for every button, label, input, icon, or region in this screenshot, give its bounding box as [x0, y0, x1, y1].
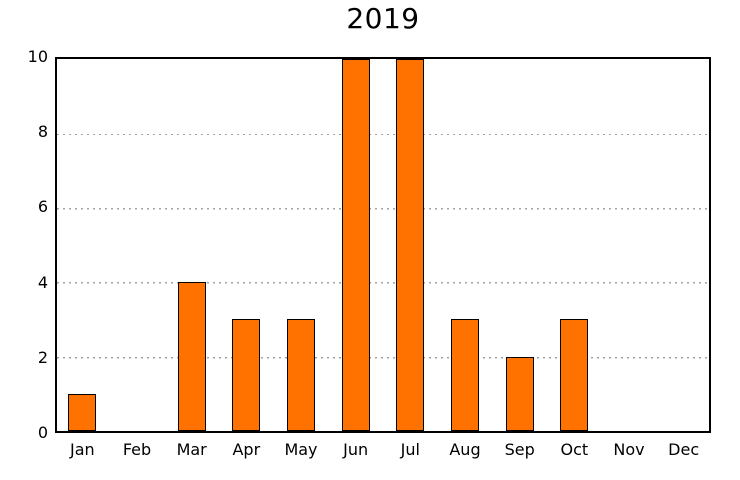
bar-sep — [505, 356, 534, 431]
x-tick-label-apr: Apr — [232, 440, 261, 459]
bar-jan — [68, 393, 97, 431]
bar-oct — [560, 319, 589, 431]
y-tick-label-6: 6 — [37, 197, 48, 217]
x-tick-label-jun: Jun — [343, 440, 369, 459]
gridline-y-2 — [57, 356, 709, 359]
gridline-y-6 — [57, 207, 709, 210]
y-tick-label-10: 10 — [27, 47, 48, 66]
x-tick-label-oct: Oct — [560, 440, 589, 459]
x-tick-label-feb: Feb — [122, 440, 152, 459]
x-tick-label-dec: Dec — [668, 440, 700, 459]
x-tick-label-nov: Nov — [613, 440, 645, 459]
bar-jun — [341, 59, 370, 431]
bar-aug — [451, 319, 479, 431]
y-tick-label-0: 0 — [37, 423, 48, 442]
y-tick-label-2: 2 — [37, 347, 48, 367]
x-tick-label-aug: Aug — [449, 440, 481, 459]
y-tick-label-8: 8 — [37, 122, 48, 142]
x-tick-label-sep: Sep — [504, 440, 535, 459]
bar-mar — [177, 282, 206, 431]
bar-apr — [232, 319, 261, 431]
gridline-y-8 — [57, 133, 709, 136]
x-tick-label-may: May — [284, 440, 318, 459]
chart-title: 2019 — [346, 2, 420, 35]
x-tick-label-jan: Jan — [69, 440, 95, 459]
bar-may — [287, 319, 315, 431]
y-tick-label-4: 4 — [37, 272, 48, 292]
x-tick-label-jul: Jul — [400, 440, 420, 459]
gridline-y-4 — [57, 282, 709, 285]
plot-area — [55, 57, 711, 433]
bar-jul — [396, 59, 425, 431]
x-tick-label-mar: Mar — [176, 440, 207, 459]
